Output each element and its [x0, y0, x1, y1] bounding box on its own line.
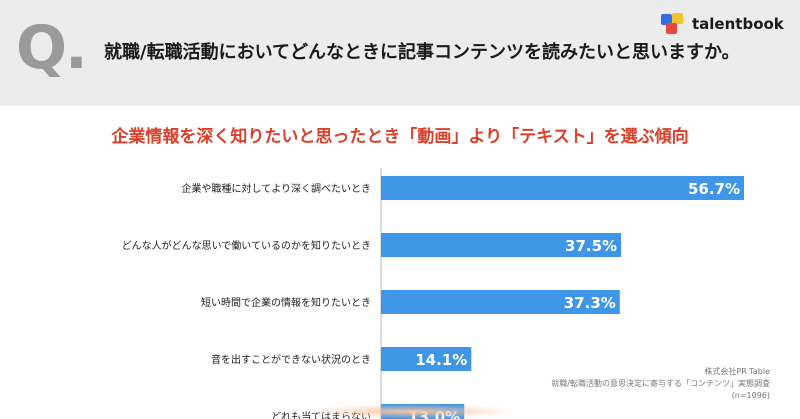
- category-label: 短い時間で企業の情報を知りたいとき: [201, 296, 371, 309]
- brand-logo: talentbook: [660, 12, 784, 36]
- category-label: どんな人がどんな思いで働いているのかを知りたいとき: [122, 239, 371, 252]
- bar-chart: 企業や職種に対してより深く調べたいとき 56.7% どんな人がどんな思いで働いている…: [122, 168, 744, 419]
- question-title: 就職/転職活動においてどんなときに記事コンテンツを読みたいと思いますか。: [104, 42, 740, 63]
- source-survey: 就職/転職活動の意思決定に寄与する「コンテンツ」実態調査: [551, 379, 770, 388]
- category-label: 企業や職種に対してより深く調べたいとき: [182, 182, 372, 195]
- decorative-glow: [300, 404, 520, 419]
- talentbook-logo-icon: [661, 13, 683, 34]
- value-label: 56.7%: [688, 180, 740, 198]
- source-note: 株式会社PR Table 就職/転職活動の意思決定に寄与する「コンテンツ」実態調…: [551, 366, 770, 402]
- value-label: 37.3%: [564, 294, 616, 312]
- bar: [381, 233, 622, 257]
- source-sample-size: (n=1096): [731, 391, 770, 400]
- source-company: 株式会社PR Table: [704, 367, 770, 376]
- bar: [381, 176, 744, 200]
- chart-title: 企業情報を深く知りたいと思ったとき「動画」より「テキスト」を選ぶ傾向: [111, 127, 689, 147]
- category-label: 音を出すことができない状況のとき: [211, 353, 371, 366]
- brand-name: talentbook: [692, 15, 784, 33]
- bar: [381, 347, 472, 371]
- value-label: 14.1%: [415, 351, 467, 369]
- q-mark: Q.: [16, 13, 88, 83]
- bar: [381, 290, 620, 314]
- value-label: 37.5%: [565, 237, 617, 255]
- chart-card: 企業情報を深く知りたいと思ったとき「動画」より「テキスト」を選ぶ傾向 企業や職種…: [0, 106, 800, 419]
